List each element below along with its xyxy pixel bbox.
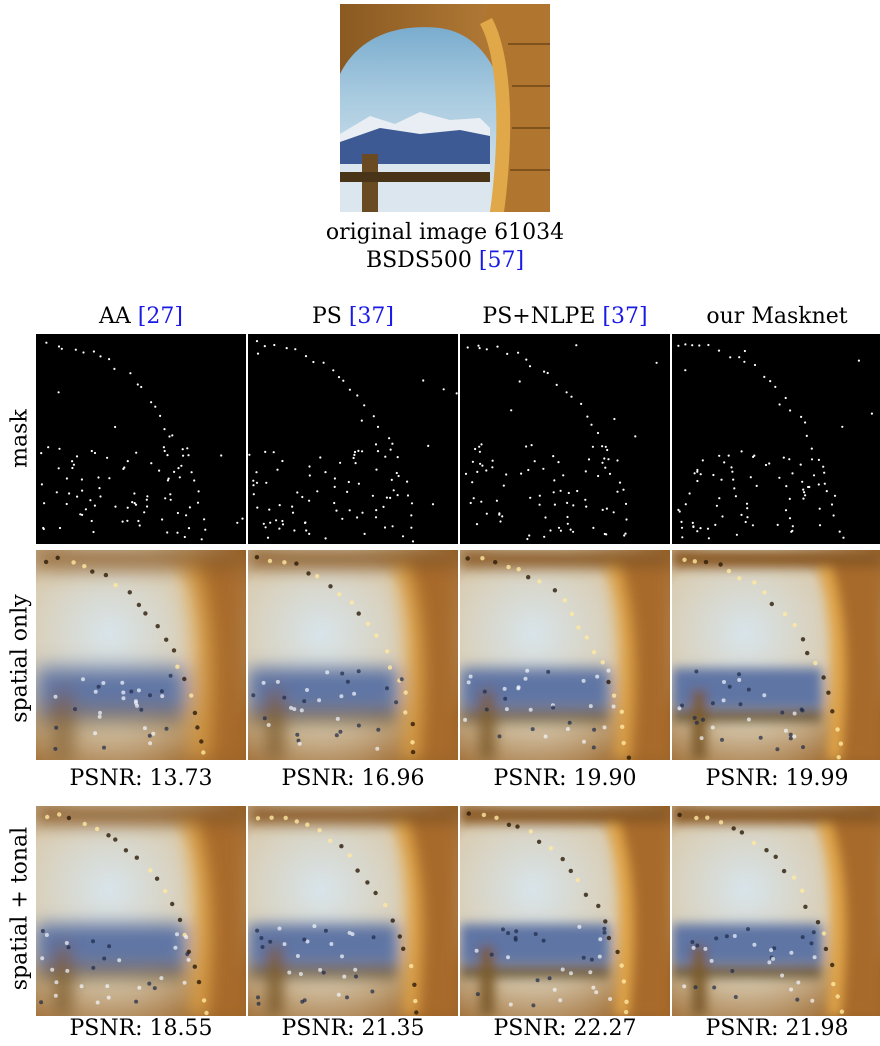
tonal-panel-masknet (672, 806, 880, 1016)
spatial-panel-aa (36, 550, 246, 760)
column-header-ps: PS [37] (311, 304, 395, 329)
original-image (340, 4, 550, 212)
reference-link[interactable]: [37] (348, 304, 395, 329)
tonal-panel-ps (248, 806, 458, 1016)
original-caption-line1: original image 61034 (325, 220, 565, 245)
psnr-tonal-ps-nlpe: PSNR: 22.27 (493, 1016, 637, 1041)
psnr-spatial-masknet: PSNR: 19.99 (705, 766, 849, 791)
spatial-panel-ps (248, 550, 458, 760)
tonal-panel-ps-nlpe (460, 806, 670, 1016)
tonal-panel-aa (36, 806, 246, 1016)
column-header-aa: AA [27] (99, 304, 183, 329)
dataset-reference[interactable]: [57] (478, 248, 525, 273)
psnr-tonal-masknet: PSNR: 21.98 (705, 1016, 849, 1041)
mask-panel-masknet (672, 334, 880, 544)
psnr-spatial-ps: PSNR: 16.96 (281, 766, 425, 791)
psnr-spatial-aa: PSNR: 13.73 (69, 766, 213, 791)
dataset-name: BSDS500 (365, 248, 479, 273)
spatial-panel-ps-nlpe (460, 550, 670, 760)
mask-panel-aa (36, 334, 246, 544)
row-label-spatial-only: spatial only (7, 594, 33, 723)
psnr-tonal-aa: PSNR: 18.55 (69, 1016, 213, 1041)
psnr-tonal-ps: PSNR: 21.35 (281, 1016, 425, 1041)
row-label-spatial-tonal: spatial + tonal (7, 826, 33, 991)
mask-panel-ps-nlpe (460, 334, 670, 544)
reference-link[interactable]: [27] (137, 304, 183, 329)
reference-link[interactable]: [37] (602, 304, 648, 329)
column-header-masknet: our Masknet (706, 304, 848, 329)
psnr-spatial-ps-nlpe: PSNR: 19.90 (493, 766, 637, 791)
row-label-mask: mask (7, 409, 33, 468)
column-header-ps-nlpe: PS+NLPE [37] (482, 304, 648, 329)
original-caption-line2: BSDS500 [57] (240, 248, 650, 273)
spatial-panel-masknet (672, 550, 880, 760)
mask-panel-ps (248, 334, 458, 544)
